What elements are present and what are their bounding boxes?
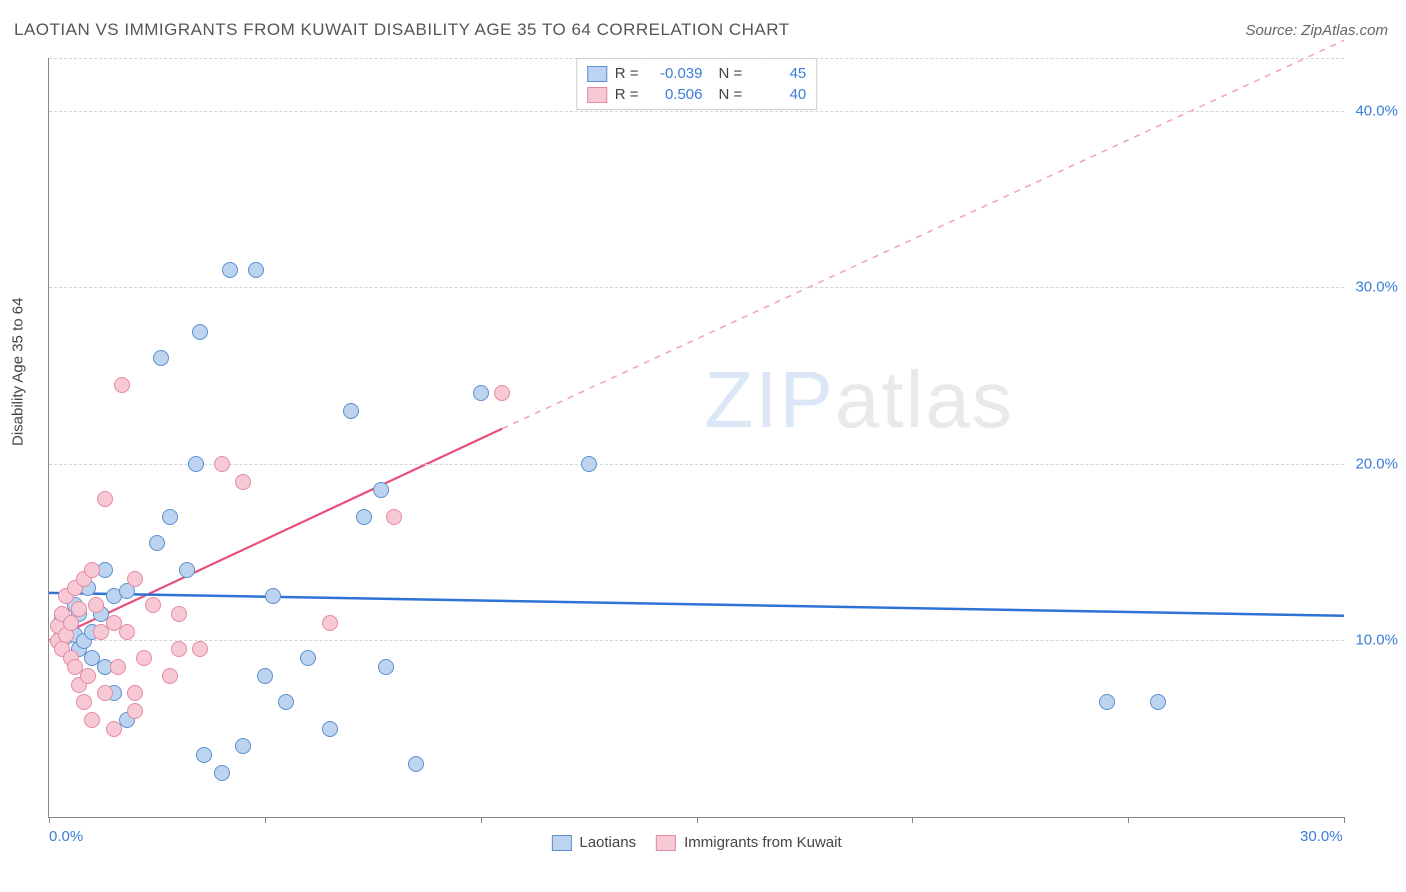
- trend-line: [49, 593, 1344, 616]
- legend-item-0: Laotians: [551, 834, 636, 851]
- legend-correlation: R = -0.039 N = 45 R = 0.506 N = 40: [576, 58, 818, 110]
- scatter-point-kuwait: [88, 597, 104, 613]
- scatter-point-kuwait: [127, 703, 143, 719]
- x-tick: [1128, 817, 1129, 823]
- scatter-point-laotians: [149, 535, 165, 551]
- plot-area: ZIPatlas R = -0.039 N = 45 R = 0.506 N =…: [48, 58, 1344, 818]
- legend-swatch-1: [587, 87, 607, 103]
- x-tick-label: 0.0%: [49, 828, 83, 845]
- y-tick-label: 20.0%: [1355, 455, 1398, 472]
- legend-swatch-b0: [551, 835, 571, 851]
- x-tick: [49, 817, 50, 823]
- scatter-point-kuwait: [171, 606, 187, 622]
- scatter-point-kuwait: [63, 615, 79, 631]
- legend-R-label: R =: [615, 65, 639, 82]
- y-tick-label: 30.0%: [1355, 279, 1398, 296]
- scatter-point-kuwait: [145, 597, 161, 613]
- scatter-point-laotians: [1099, 694, 1115, 710]
- scatter-point-laotians: [581, 456, 597, 472]
- legend-item-1: Immigrants from Kuwait: [656, 834, 842, 851]
- y-tick-label: 40.0%: [1355, 102, 1398, 119]
- legend-swatch-0: [587, 66, 607, 82]
- legend-N-label: N =: [719, 86, 743, 103]
- legend-R-label: R =: [615, 86, 639, 103]
- scatter-point-laotians: [1150, 694, 1166, 710]
- scatter-point-kuwait: [235, 474, 251, 490]
- scatter-point-laotians: [214, 765, 230, 781]
- legend-series: Laotians Immigrants from Kuwait: [551, 834, 841, 851]
- scatter-point-kuwait: [84, 562, 100, 578]
- scatter-point-kuwait: [192, 641, 208, 657]
- scatter-point-kuwait: [76, 694, 92, 710]
- scatter-point-laotians: [188, 456, 204, 472]
- scatter-point-laotians: [278, 694, 294, 710]
- x-tick: [1344, 817, 1345, 823]
- scatter-point-laotians: [153, 350, 169, 366]
- legend-label-0: Laotians: [579, 834, 636, 851]
- scatter-point-kuwait: [114, 377, 130, 393]
- legend-swatch-b1: [656, 835, 676, 851]
- x-tick: [265, 817, 266, 823]
- gridline-h: [49, 464, 1344, 465]
- scatter-point-laotians: [378, 659, 394, 675]
- scatter-point-kuwait: [494, 385, 510, 401]
- scatter-point-kuwait: [214, 456, 230, 472]
- x-tick-label: 30.0%: [1300, 828, 1343, 845]
- scatter-point-laotians: [222, 262, 238, 278]
- scatter-point-laotians: [322, 721, 338, 737]
- scatter-point-laotians: [300, 650, 316, 666]
- scatter-point-laotians: [343, 403, 359, 419]
- scatter-point-kuwait: [84, 712, 100, 728]
- legend-N-label: N =: [719, 65, 743, 82]
- chart-title: LAOTIAN VS IMMIGRANTS FROM KUWAIT DISABI…: [14, 20, 790, 40]
- scatter-point-kuwait: [127, 685, 143, 701]
- legend-row-series-0: R = -0.039 N = 45: [587, 63, 807, 84]
- x-tick: [481, 817, 482, 823]
- scatter-point-kuwait: [110, 659, 126, 675]
- gridline-h: [49, 287, 1344, 288]
- source-label: Source: ZipAtlas.com: [1245, 22, 1388, 39]
- gridline-h: [49, 58, 1344, 59]
- scatter-point-laotians: [265, 588, 281, 604]
- y-tick-label: 10.0%: [1355, 632, 1398, 649]
- x-tick: [912, 817, 913, 823]
- scatter-point-kuwait: [119, 624, 135, 640]
- scatter-point-laotians: [196, 747, 212, 763]
- scatter-point-laotians: [162, 509, 178, 525]
- legend-label-1: Immigrants from Kuwait: [684, 834, 842, 851]
- scatter-point-kuwait: [106, 721, 122, 737]
- legend-N-value-1: 40: [750, 86, 806, 103]
- scatter-point-laotians: [192, 324, 208, 340]
- scatter-point-laotians: [235, 738, 251, 754]
- scatter-point-kuwait: [386, 509, 402, 525]
- scatter-point-laotians: [408, 756, 424, 772]
- legend-N-value-0: 45: [750, 65, 806, 82]
- chart-container: LAOTIAN VS IMMIGRANTS FROM KUWAIT DISABI…: [0, 0, 1406, 892]
- legend-R-value-1: 0.506: [647, 86, 703, 103]
- scatter-point-kuwait: [127, 571, 143, 587]
- scatter-point-laotians: [373, 482, 389, 498]
- scatter-point-laotians: [473, 385, 489, 401]
- scatter-point-kuwait: [322, 615, 338, 631]
- scatter-point-laotians: [179, 562, 195, 578]
- scatter-point-kuwait: [136, 650, 152, 666]
- legend-row-series-1: R = 0.506 N = 40: [587, 84, 807, 105]
- scatter-point-kuwait: [171, 641, 187, 657]
- trend-line: [49, 429, 502, 641]
- x-tick: [697, 817, 698, 823]
- scatter-point-laotians: [356, 509, 372, 525]
- legend-R-value-0: -0.039: [647, 65, 703, 82]
- scatter-point-kuwait: [162, 668, 178, 684]
- gridline-h: [49, 111, 1344, 112]
- gridline-h: [49, 640, 1344, 641]
- scatter-point-kuwait: [71, 601, 87, 617]
- scatter-point-laotians: [257, 668, 273, 684]
- scatter-point-kuwait: [97, 685, 113, 701]
- y-axis-title: Disability Age 35 to 64: [10, 298, 27, 446]
- scatter-point-kuwait: [80, 668, 96, 684]
- scatter-point-kuwait: [97, 491, 113, 507]
- scatter-point-laotians: [248, 262, 264, 278]
